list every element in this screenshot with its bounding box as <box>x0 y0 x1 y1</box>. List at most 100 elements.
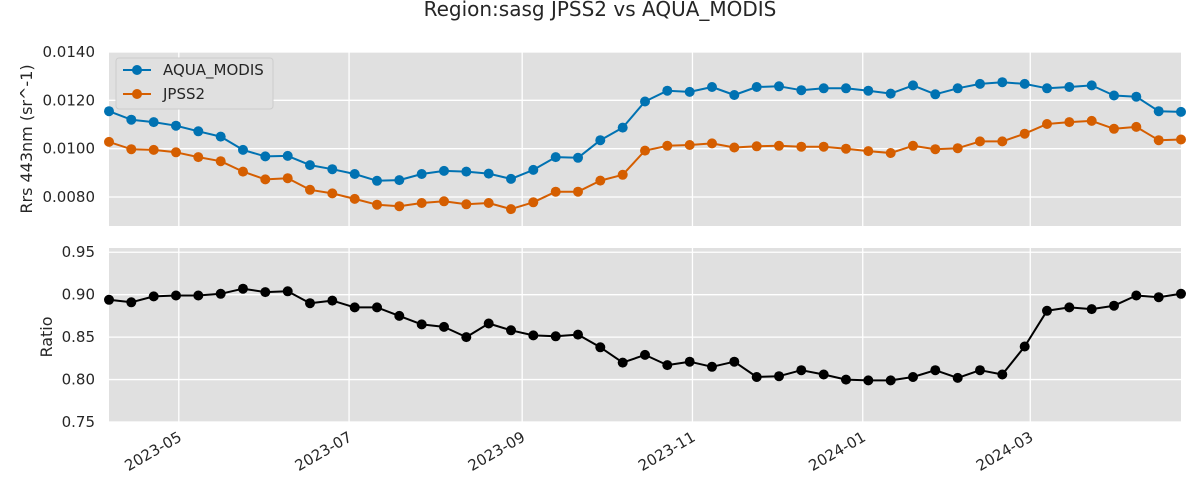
top-point-jpss2 <box>282 173 293 184</box>
x-tick-label: 2023-07 <box>292 428 355 475</box>
top-point-jpss2 <box>885 148 896 158</box>
top-point-aqua-modis <box>729 90 740 100</box>
top-point-aqua-modis <box>1176 106 1186 117</box>
bottom-point-ratio <box>975 365 985 376</box>
bottom-point-ratio <box>841 374 851 385</box>
top-point-aqua-modis <box>1019 78 1030 89</box>
top-point-aqua-modis <box>506 173 516 184</box>
top-point-jpss2 <box>461 199 472 210</box>
top-point-aqua-modis <box>550 152 561 163</box>
top-point-aqua-modis <box>394 175 405 186</box>
top-point-jpss2 <box>483 198 494 208</box>
legend-marker-jpss2 <box>132 89 142 99</box>
top-point-aqua-modis <box>796 85 807 96</box>
top-point-aqua-modis <box>1064 82 1075 92</box>
top-point-jpss2 <box>528 197 539 208</box>
bottom-point-ratio <box>930 365 941 376</box>
top-point-jpss2 <box>193 152 204 163</box>
bottom-point-ratio <box>1131 290 1142 301</box>
x-tick-label: 2023-05 <box>122 428 185 475</box>
top-point-aqua-modis <box>238 144 248 155</box>
top-point-aqua-modis <box>1086 80 1097 91</box>
bottom-point-ratio <box>662 360 673 371</box>
top-point-aqua-modis <box>1131 91 1142 102</box>
top-point-jpss2 <box>908 140 918 151</box>
top-point-jpss2 <box>662 140 673 151</box>
top-point-aqua-modis <box>416 169 427 179</box>
top-point-jpss2 <box>1019 128 1030 139</box>
bottom-point-ratio <box>729 356 740 367</box>
top-point-aqua-modis <box>908 80 918 91</box>
bottom-y-tick-label: 0.90 <box>62 286 95 304</box>
top-point-aqua-modis <box>662 85 673 96</box>
top-y-tick-label: 0.0140 <box>43 43 96 61</box>
bottom-point-ratio <box>952 372 963 383</box>
top-point-aqua-modis <box>193 126 204 137</box>
legend-box <box>115 57 274 110</box>
top-point-jpss2 <box>1064 117 1075 128</box>
bottom-point-ratio <box>640 349 650 360</box>
top-point-jpss2 <box>238 166 248 177</box>
top-point-jpss2 <box>997 136 1008 147</box>
bottom-point-ratio <box>305 298 315 309</box>
bottom-point-ratio <box>1019 341 1030 352</box>
top-point-aqua-modis <box>171 120 181 131</box>
top-point-jpss2 <box>148 144 159 155</box>
bottom-point-ratio <box>1176 288 1186 299</box>
bottom-point-ratio <box>617 357 628 368</box>
top-point-jpss2 <box>1042 119 1052 129</box>
bottom-point-ratio <box>818 369 829 380</box>
top-gridlines <box>109 51 1181 226</box>
top-point-jpss2 <box>707 138 717 149</box>
legend-marker-aqua-modis <box>132 65 142 75</box>
top-point-aqua-modis <box>707 82 717 92</box>
top-y-tick-label: 0.0080 <box>43 188 96 206</box>
top-y-tick-label: 0.0120 <box>43 91 96 109</box>
top-point-aqua-modis <box>930 89 941 100</box>
top-point-aqua-modis <box>372 175 382 186</box>
x-axis-ticks: 2023-05 2023-07 2023-09 2023-11 2024-01 2024-… <box>122 428 1037 475</box>
top-point-jpss2 <box>439 196 449 207</box>
top-point-jpss2 <box>126 144 137 155</box>
bottom-point-ratio <box>282 286 293 297</box>
top-point-aqua-modis <box>1109 90 1119 101</box>
legend: AQUA_MODIS JPSS2 <box>115 57 274 110</box>
top-point-aqua-modis <box>751 82 762 92</box>
top-point-jpss2 <box>751 141 762 152</box>
bottom-point-ratio <box>1042 305 1052 316</box>
top-point-jpss2 <box>305 184 315 195</box>
top-point-aqua-modis <box>684 86 695 97</box>
top-point-aqua-modis <box>863 85 874 96</box>
top-point-aqua-modis <box>841 83 851 94</box>
bottom-point-ratio <box>104 294 114 305</box>
top-point-aqua-modis <box>952 83 963 94</box>
bottom-point-ratio <box>1109 300 1119 311</box>
top-point-aqua-modis <box>573 152 583 163</box>
bottom-point-ratio <box>148 291 159 302</box>
top-point-jpss2 <box>975 136 985 147</box>
bottom-point-ratio <box>483 318 494 329</box>
bottom-point-ratio <box>260 287 271 298</box>
top-point-jpss2 <box>260 174 271 185</box>
top-point-jpss2 <box>394 201 405 212</box>
top-point-aqua-modis <box>617 122 628 133</box>
top-point-jpss2 <box>573 186 583 197</box>
top-y-tick-label: 0.0100 <box>43 140 96 158</box>
bottom-point-ratio <box>684 356 695 367</box>
top-point-aqua-modis <box>461 166 472 177</box>
bottom-point-ratio <box>1086 304 1097 315</box>
bottom-y-axis-label: Ratio <box>37 316 56 357</box>
top-point-aqua-modis <box>439 165 449 176</box>
top-point-aqua-modis <box>349 169 360 179</box>
top-point-aqua-modis <box>818 83 829 94</box>
x-tick-label: 2023-11 <box>635 428 698 475</box>
top-point-jpss2 <box>104 136 114 147</box>
bottom-point-ratio <box>796 365 807 376</box>
top-point-aqua-modis <box>215 131 226 142</box>
bottom-y-ticks: 0.75 0.80 0.85 0.90 0.95 <box>62 243 95 431</box>
top-point-aqua-modis <box>126 114 137 125</box>
x-tick-label: 2024-03 <box>973 428 1036 475</box>
top-point-jpss2 <box>640 145 650 156</box>
top-point-jpss2 <box>1109 123 1119 134</box>
bottom-point-ratio <box>193 290 204 301</box>
